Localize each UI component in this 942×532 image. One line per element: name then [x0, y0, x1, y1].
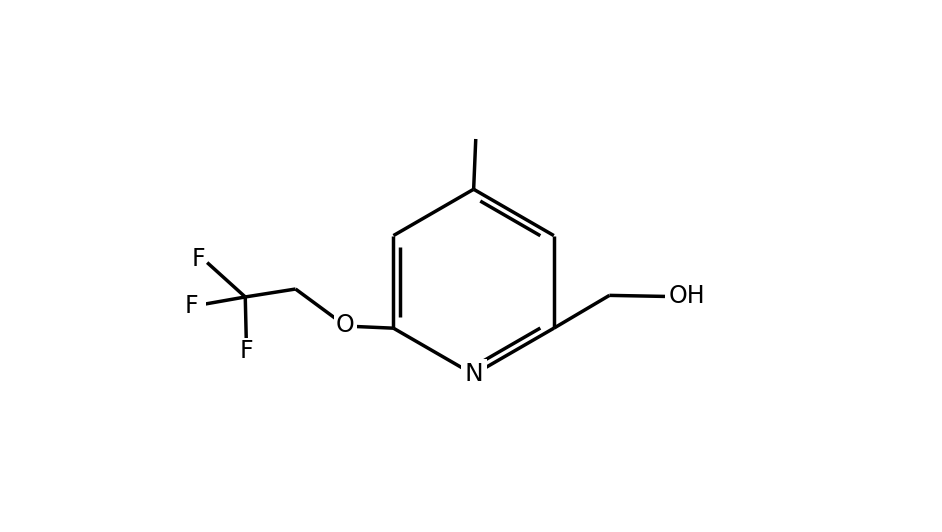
- Text: OH: OH: [668, 284, 705, 308]
- Text: F: F: [185, 294, 198, 318]
- Text: N: N: [464, 362, 483, 386]
- Text: F: F: [191, 247, 205, 271]
- Text: O: O: [336, 313, 354, 337]
- Text: F: F: [240, 339, 253, 363]
